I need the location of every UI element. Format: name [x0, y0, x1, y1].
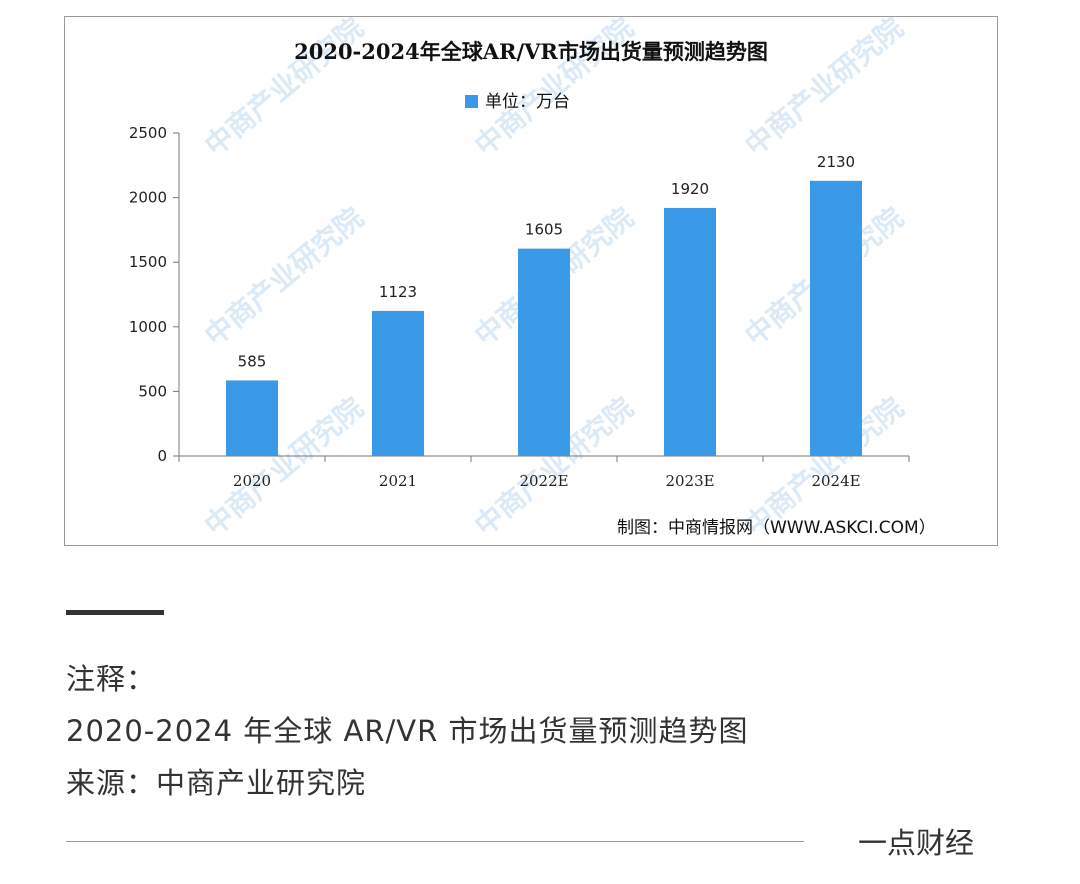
y-tick-label: 2500 [129, 124, 167, 142]
data-label: 1920 [671, 180, 709, 198]
data-label: 2130 [817, 153, 855, 171]
caption-divider [66, 610, 164, 615]
note-label: 注释： [66, 662, 157, 696]
bar [372, 310, 424, 456]
x-tick-label: 2022E [519, 472, 568, 490]
data-label: 1123 [379, 283, 417, 301]
footer-brand: 一点财经 [858, 826, 975, 860]
y-tick-label: 2000 [129, 189, 167, 207]
x-tick-label: 2021 [379, 472, 417, 490]
legend-label: 单位：万台 [485, 92, 570, 112]
y-tick-label: 500 [138, 382, 167, 400]
y-tick-label: 1500 [129, 253, 167, 271]
chart-frame: 中商产业研究院 中商产业研究院 中商产业研究院 中商产业研究院 中商产业研究院 中商产业研… [64, 16, 998, 546]
bars: 585 1123 1605 1920 2130 [226, 153, 862, 456]
y-tick-label: 0 [157, 447, 167, 465]
x-tick-label: 2024E [811, 472, 860, 490]
note-source: 来源：中商产业研究院 [66, 766, 367, 800]
watermark-text: 中商产业研究院 [198, 391, 369, 542]
watermark-text: 中商产业研究院 [198, 201, 369, 352]
bar [664, 207, 716, 456]
bar [810, 180, 862, 456]
axes: 0 500 1000 1500 2000 2500 2020 2021 2022E 2023E 20… [129, 124, 910, 490]
bar [518, 248, 570, 456]
y-tick-label: 1000 [129, 318, 167, 336]
note-text: 2020-2024 年全球 AR/VR 市场出货量预测趋势图 [66, 714, 749, 748]
legend-swatch [465, 95, 478, 108]
footer-divider [66, 841, 804, 842]
chart-title: 2020-2024年全球AR/VR市场出货量预测趋势图 [294, 39, 768, 64]
x-tick-label: 2023E [665, 472, 714, 490]
bar [226, 380, 278, 456]
data-label: 585 [238, 352, 267, 370]
chart-source: 制图：中商情报网（WWW.ASKCI.COM） [617, 518, 936, 538]
x-tick-label: 2020 [233, 472, 271, 490]
data-label: 1605 [525, 221, 563, 239]
